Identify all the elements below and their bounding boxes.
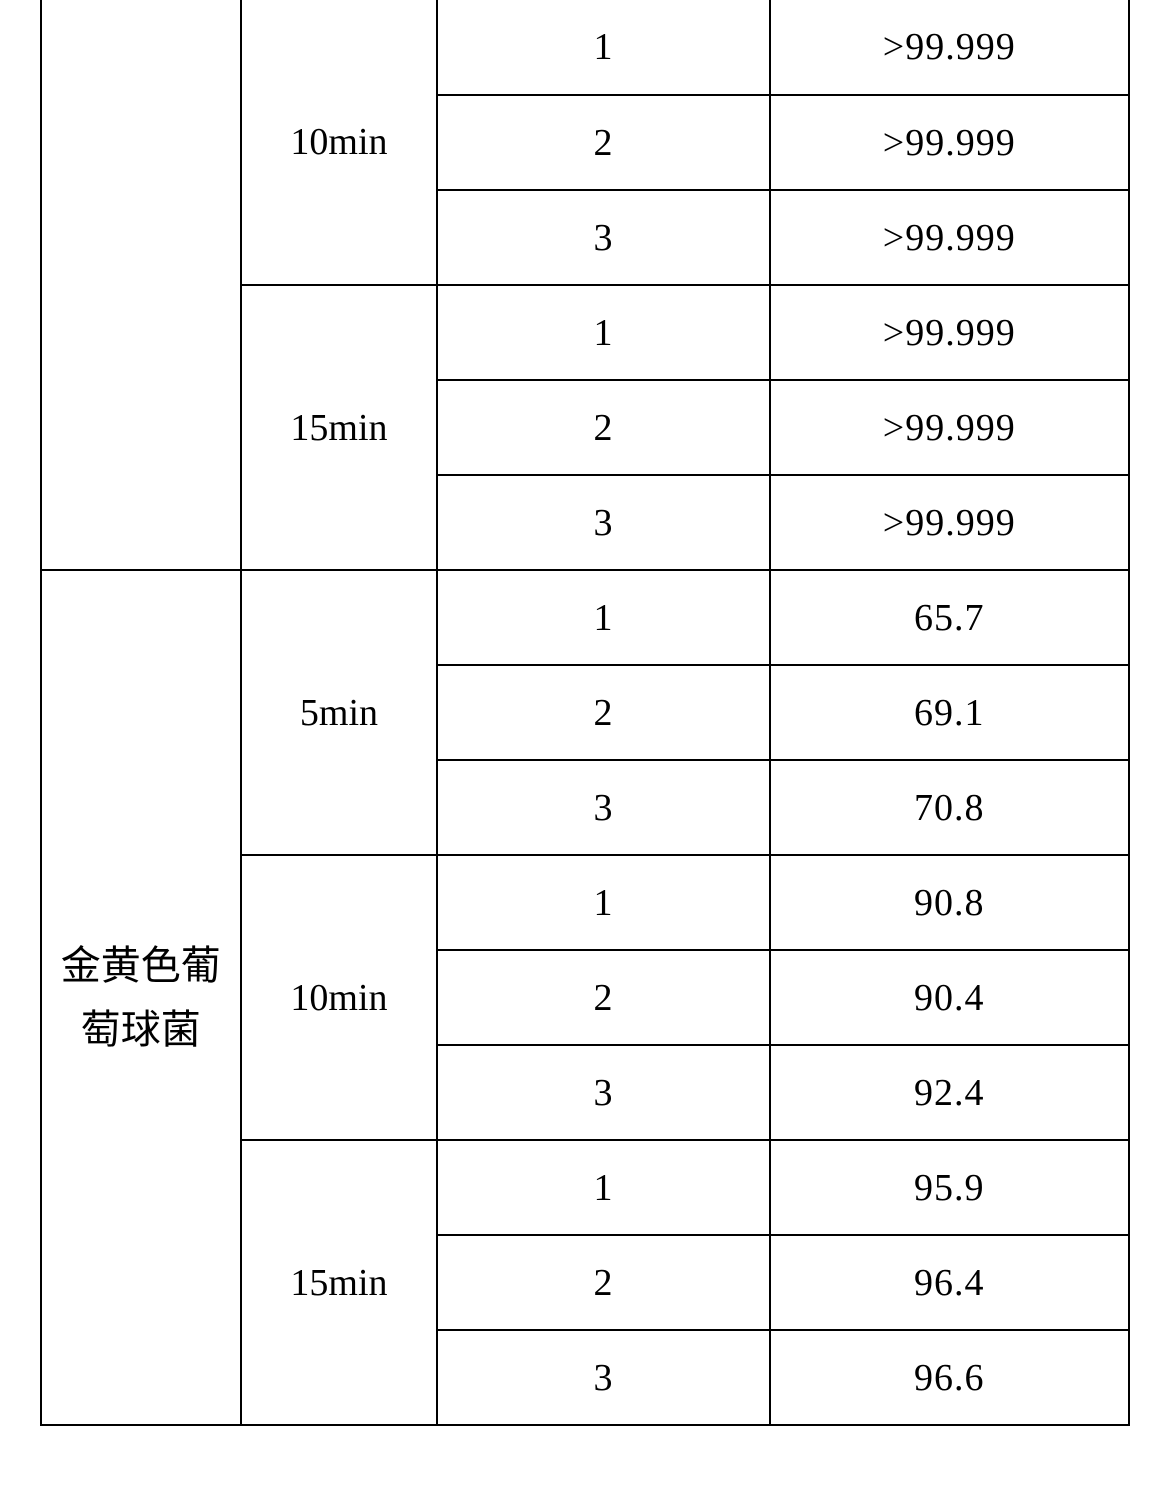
time-cell: 15min bbox=[241, 1140, 438, 1425]
time-cell: 5min bbox=[241, 570, 438, 855]
value-cell: 92.4 bbox=[770, 1045, 1129, 1140]
trial-cell: 3 bbox=[437, 1330, 769, 1425]
trial-cell: 2 bbox=[437, 1235, 769, 1330]
value-cell: >99.999 bbox=[770, 285, 1129, 380]
value-cell: >99.999 bbox=[770, 475, 1129, 570]
trial-cell: 3 bbox=[437, 760, 769, 855]
value-cell: 90.8 bbox=[770, 855, 1129, 950]
trial-cell: 3 bbox=[437, 475, 769, 570]
value-cell: 69.1 bbox=[770, 665, 1129, 760]
value-cell: 90.4 bbox=[770, 950, 1129, 1045]
trial-cell: 1 bbox=[437, 855, 769, 950]
table-row: 金黄色葡 萄球菌 5min 1 65.7 bbox=[41, 570, 1129, 665]
trial-cell: 2 bbox=[437, 950, 769, 1045]
trial-cell: 2 bbox=[437, 95, 769, 190]
trial-cell: 1 bbox=[437, 1140, 769, 1235]
trial-cell: 3 bbox=[437, 1045, 769, 1140]
value-cell: >99.999 bbox=[770, 95, 1129, 190]
table-row: 10min 1 >99.999 bbox=[41, 0, 1129, 95]
value-cell: 95.9 bbox=[770, 1140, 1129, 1235]
time-cell: 15min bbox=[241, 285, 438, 570]
organism-cell: 金黄色葡 萄球菌 bbox=[41, 570, 241, 1425]
organism-cell bbox=[41, 0, 241, 570]
data-table: 10min 1 >99.999 2 >99.999 3 >99.999 15mi… bbox=[40, 0, 1130, 1426]
trial-cell: 1 bbox=[437, 570, 769, 665]
value-cell: >99.999 bbox=[770, 380, 1129, 475]
value-cell: >99.999 bbox=[770, 190, 1129, 285]
trial-cell: 1 bbox=[437, 0, 769, 95]
time-cell: 10min bbox=[241, 855, 438, 1140]
trial-cell: 2 bbox=[437, 380, 769, 475]
value-cell: 70.8 bbox=[770, 760, 1129, 855]
trial-cell: 1 bbox=[437, 285, 769, 380]
time-cell: 10min bbox=[241, 0, 438, 285]
value-cell: 96.6 bbox=[770, 1330, 1129, 1425]
trial-cell: 3 bbox=[437, 190, 769, 285]
value-cell: 65.7 bbox=[770, 570, 1129, 665]
value-cell: >99.999 bbox=[770, 0, 1129, 95]
trial-cell: 2 bbox=[437, 665, 769, 760]
value-cell: 96.4 bbox=[770, 1235, 1129, 1330]
